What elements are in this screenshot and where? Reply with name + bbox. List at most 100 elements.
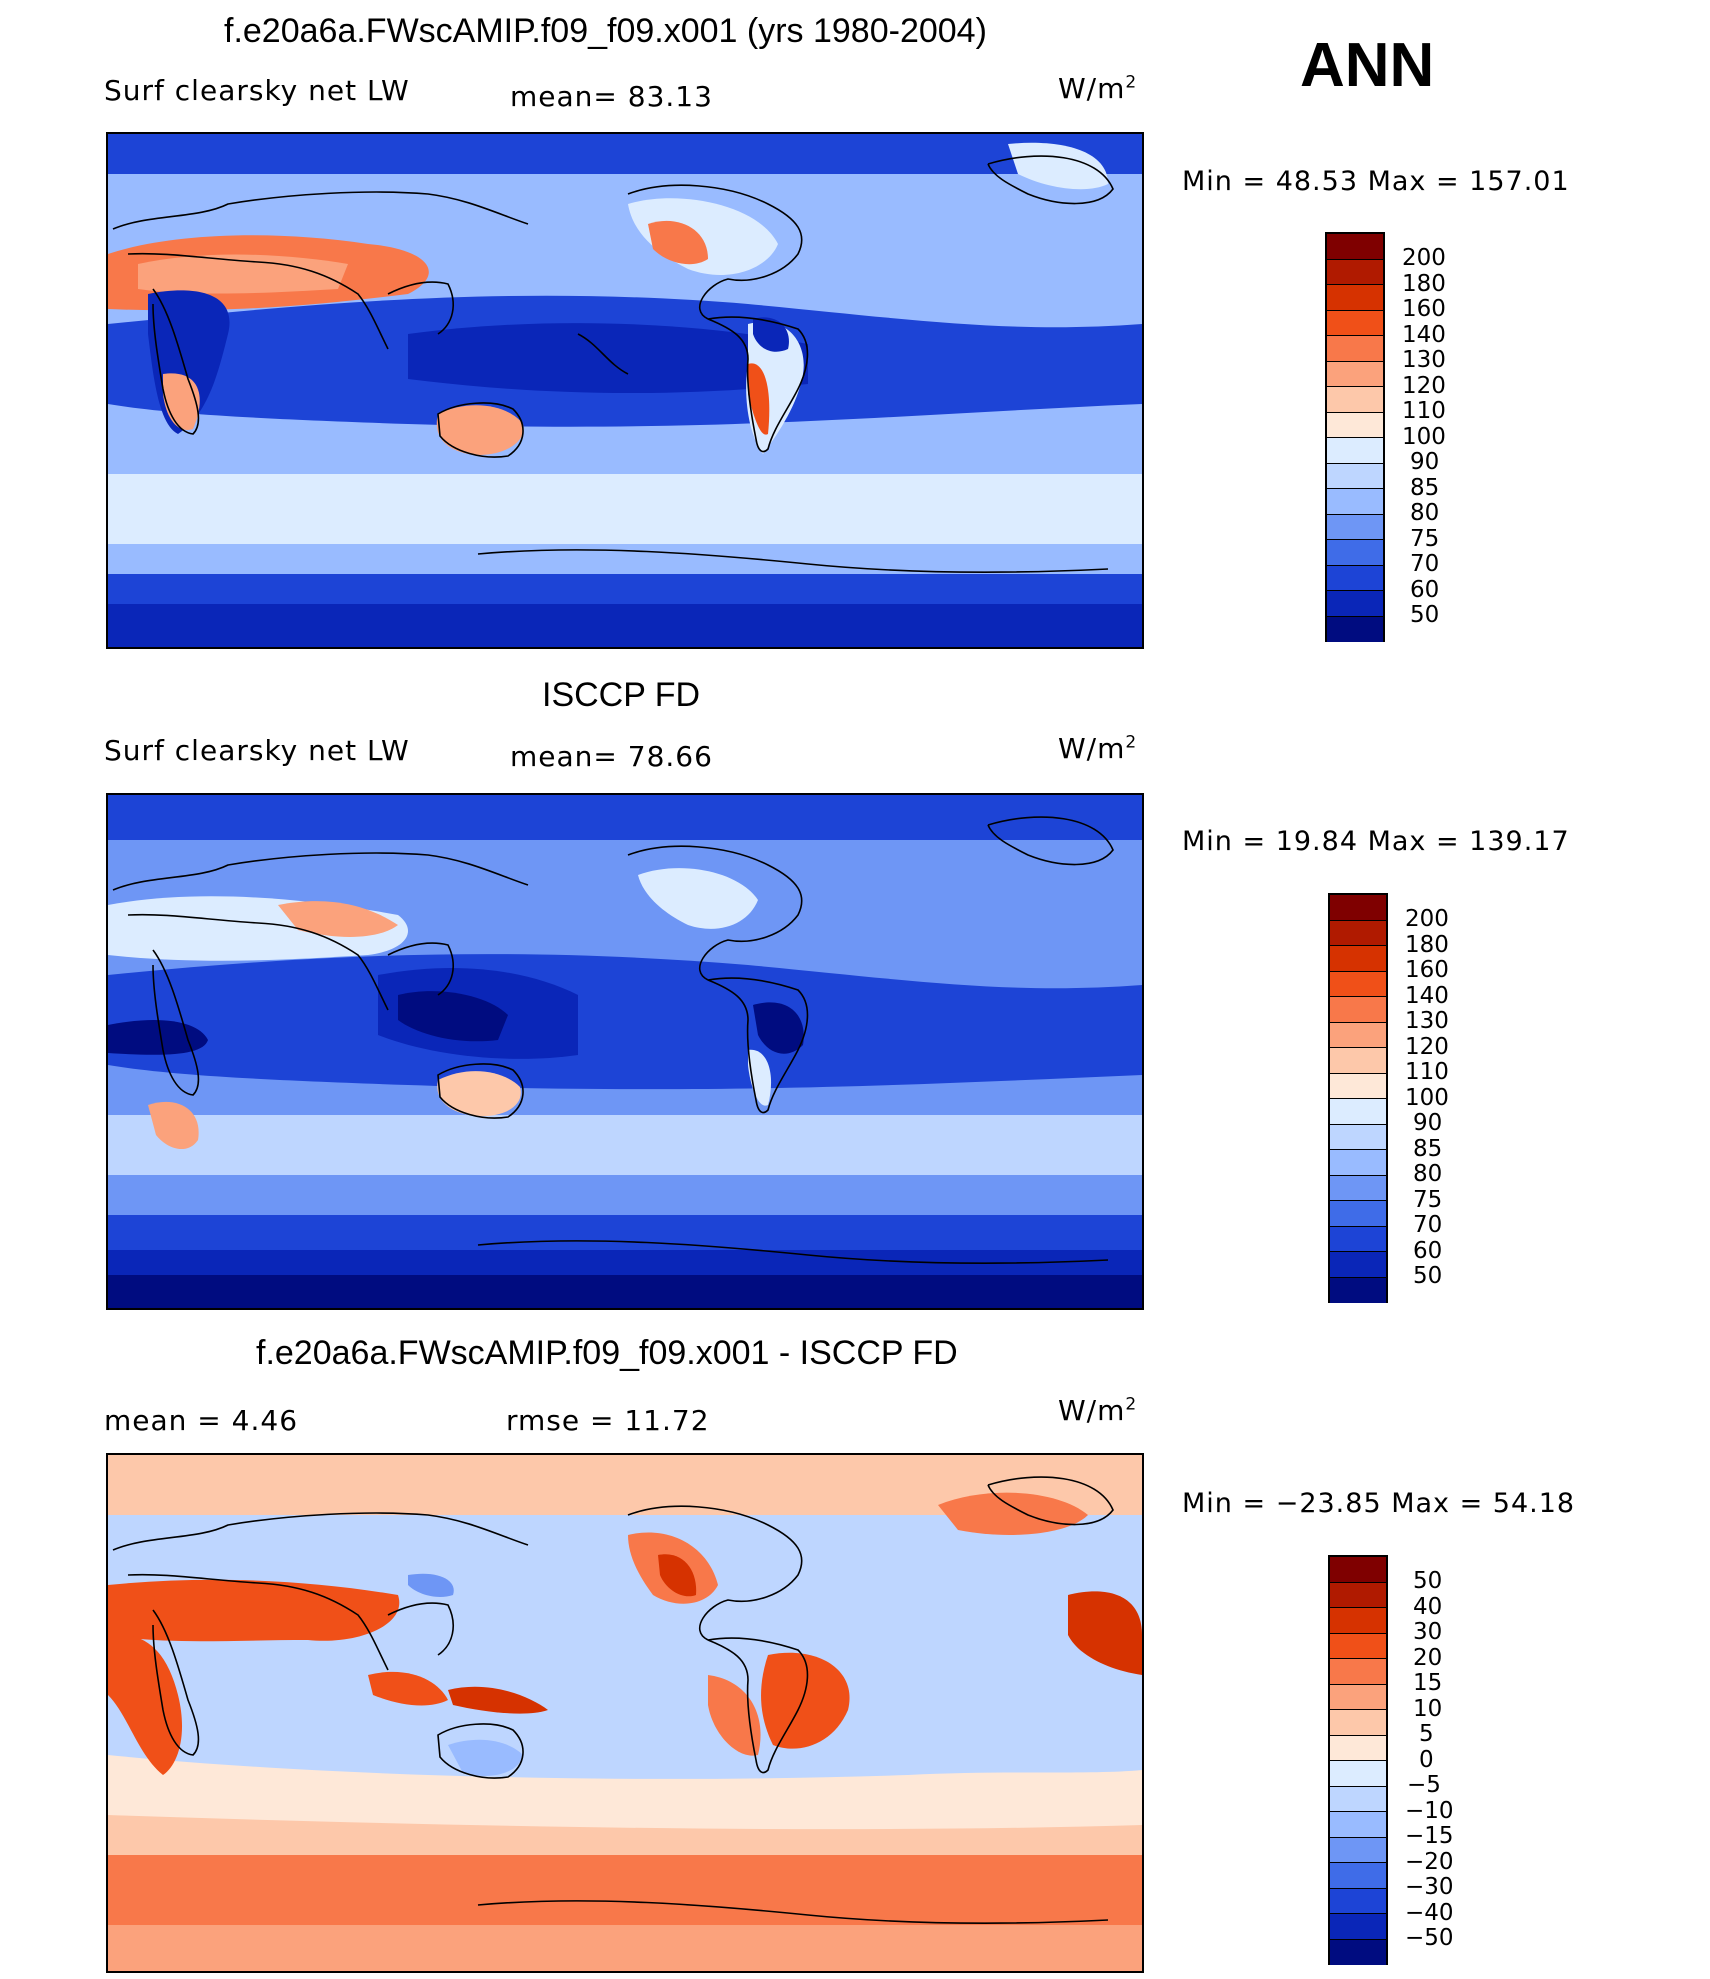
panel2-mean: mean= 78.66 xyxy=(510,740,713,773)
panel2-colorbar xyxy=(1328,893,1388,1303)
panel3-colorbar-swatch xyxy=(1330,1812,1386,1838)
panel3-colorbar-swatch xyxy=(1330,1659,1386,1685)
colorbar-label: 75 xyxy=(1413,1186,1443,1213)
colorbar-label: 5 xyxy=(1419,1721,1434,1747)
panel3-colorbar-swatch xyxy=(1330,1557,1386,1583)
panel3-mean: mean = 4.46 xyxy=(104,1404,299,1437)
panel3-colorbar-swatch xyxy=(1330,1684,1386,1710)
colorbar-label: 70 xyxy=(1413,1212,1443,1238)
panel1-colorbar-swatch xyxy=(1327,540,1383,566)
colorbar-label: 85 xyxy=(1413,1135,1443,1162)
panel2-colorbar-swatch xyxy=(1330,1252,1386,1278)
panel3-colorbar-swatch xyxy=(1330,1761,1386,1787)
panel2-colorbar-swatch xyxy=(1330,1277,1386,1303)
colorbar-label: 50 xyxy=(1410,602,1440,628)
panel3-minmax: Min = −23.85 Max = 54.18 xyxy=(1182,1488,1576,1519)
panel3-colorbar-swatch xyxy=(1330,1735,1386,1761)
colorbar-label: 120 xyxy=(1405,1033,1449,1060)
panel1-colorbar xyxy=(1325,232,1385,642)
panel3-map xyxy=(106,1453,1144,1973)
panel1-colorbar-swatch xyxy=(1327,489,1383,515)
colorbar-label: 80 xyxy=(1410,500,1440,526)
season-label: ANN xyxy=(1300,31,1435,100)
panel3-colorbar xyxy=(1328,1555,1388,1965)
panel1-minmax: Min = 48.53 Max = 157.01 xyxy=(1182,166,1570,197)
panel1-colorbar-swatch xyxy=(1327,259,1383,285)
panel2-colorbar-swatch xyxy=(1330,1022,1386,1048)
colorbar-label: 60 xyxy=(1410,576,1440,603)
panel2-colorbar-swatch xyxy=(1330,1150,1386,1176)
colorbar-label: −40 xyxy=(1405,1899,1454,1926)
colorbar-label: −30 xyxy=(1405,1874,1454,1900)
panel2-map-svg xyxy=(108,795,1142,1308)
panel2-colorbar-swatch xyxy=(1330,1099,1386,1125)
panel3-colorbar-swatch xyxy=(1330,1710,1386,1736)
panel2-colorbar-swatch xyxy=(1330,920,1386,946)
panel3-colorbar-swatch xyxy=(1330,1863,1386,1889)
panel3-colorbar-swatch xyxy=(1330,1837,1386,1863)
colorbar-label: 20 xyxy=(1413,1644,1443,1671)
panel1-colorbar-swatch xyxy=(1327,310,1383,336)
panel1-colorbar-swatch xyxy=(1327,438,1383,464)
colorbar-label: −20 xyxy=(1405,1848,1454,1875)
colorbar-label: 140 xyxy=(1405,982,1449,1009)
panel1-colorbar-swatch xyxy=(1327,387,1383,413)
panel2-map xyxy=(106,793,1144,1310)
panel3-colorbar-swatch xyxy=(1330,1888,1386,1914)
panel2-colorbar-swatch xyxy=(1330,1048,1386,1074)
panel1-colorbar-swatch xyxy=(1327,463,1383,489)
panel3-units: W/m2 xyxy=(1058,1394,1138,1427)
colorbar-label: 110 xyxy=(1402,398,1446,424)
panel1-colorbar-swatch xyxy=(1327,336,1383,362)
panel1-colorbar-swatch xyxy=(1327,234,1383,260)
panel1-colorbar-swatch xyxy=(1327,412,1383,438)
panel3-colorbar-swatch xyxy=(1330,1608,1386,1634)
panel3-title: f.e20a6a.FWscAMIP.f09_f09.x001 - ISCCP F… xyxy=(256,1334,958,1372)
colorbar-label: −10 xyxy=(1405,1797,1454,1824)
panel2-minmax: Min = 19.84 Max = 139.17 xyxy=(1182,826,1570,857)
colorbar-label: 140 xyxy=(1402,321,1446,348)
panel2-units: W/m2 xyxy=(1058,732,1138,765)
panel2-colorbar-swatch xyxy=(1330,895,1386,921)
colorbar-label: 100 xyxy=(1405,1084,1449,1111)
panel2-colorbar-swatch xyxy=(1330,946,1386,972)
panel3-rmse: rmse = 11.72 xyxy=(506,1404,710,1437)
panel2-colorbar-swatch xyxy=(1330,1201,1386,1227)
panel1-title: f.e20a6a.FWscAMIP.f09_f09.x001 (yrs 1980… xyxy=(224,12,987,50)
colorbar-label: 75 xyxy=(1410,525,1440,552)
colorbar-label: 10 xyxy=(1413,1695,1443,1722)
panel1-variable: Surf clearsky net LW xyxy=(104,74,410,107)
panel2-colorbar-swatch xyxy=(1330,1073,1386,1099)
panel3-colorbar-swatch xyxy=(1330,1939,1386,1965)
colorbar-label: 90 xyxy=(1410,449,1440,475)
colorbar-label: 160 xyxy=(1402,296,1446,322)
colorbar-label: 80 xyxy=(1413,1161,1443,1187)
colorbar-label: 180 xyxy=(1402,270,1446,297)
panel1-mean: mean= 83.13 xyxy=(510,80,713,113)
panel3-colorbar-swatch xyxy=(1330,1786,1386,1812)
colorbar-label: 60 xyxy=(1413,1237,1443,1264)
colorbar-label: 70 xyxy=(1410,551,1440,577)
colorbar-label: 130 xyxy=(1405,1008,1449,1034)
panel2-colorbar-swatch xyxy=(1330,997,1386,1023)
panel2-colorbar-swatch xyxy=(1330,1124,1386,1150)
colorbar-label: −50 xyxy=(1405,1925,1454,1951)
panel3-colorbar-swatch xyxy=(1330,1914,1386,1940)
panel1-units: W/m2 xyxy=(1058,72,1138,105)
panel1-colorbar-swatch xyxy=(1327,591,1383,617)
colorbar-label: 30 xyxy=(1413,1619,1443,1645)
colorbar-label: 130 xyxy=(1402,347,1446,373)
panel1-colorbar-swatch xyxy=(1327,514,1383,540)
panel1-colorbar-swatch xyxy=(1327,565,1383,591)
panel3-colorbar-swatch xyxy=(1330,1633,1386,1659)
colorbar-label: 100 xyxy=(1402,423,1446,450)
colorbar-label: 120 xyxy=(1402,372,1446,399)
colorbar-label: 160 xyxy=(1405,957,1449,983)
colorbar-label: 200 xyxy=(1405,906,1449,932)
colorbar-label: 85 xyxy=(1410,474,1440,501)
colorbar-label: −15 xyxy=(1405,1823,1454,1849)
colorbar-label: 0 xyxy=(1419,1746,1434,1773)
colorbar-label: 200 xyxy=(1402,245,1446,271)
colorbar-label: 50 xyxy=(1413,1568,1443,1594)
panel1-map-svg xyxy=(108,134,1142,647)
